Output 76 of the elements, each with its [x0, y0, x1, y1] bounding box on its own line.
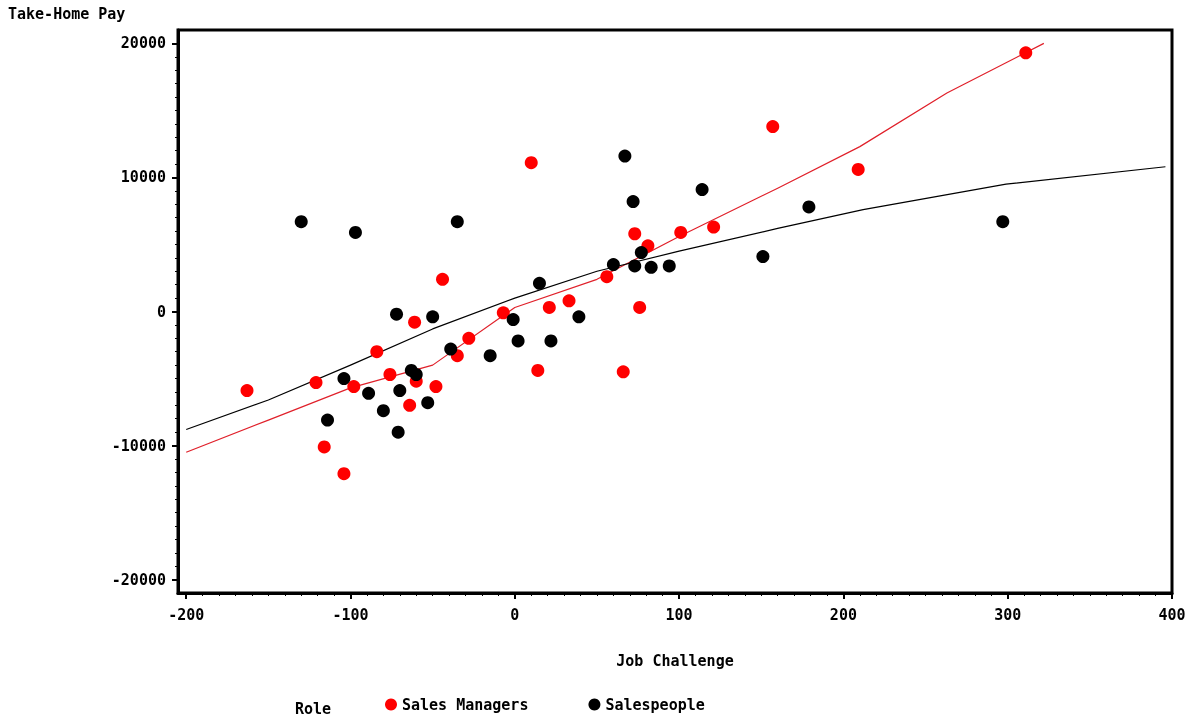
- point: [756, 250, 770, 264]
- point: [403, 398, 417, 412]
- point: [511, 334, 525, 348]
- point: [674, 225, 688, 239]
- point: [996, 215, 1010, 229]
- y-tick-label: 10000: [120, 168, 166, 187]
- y-tick-label: -10000: [111, 436, 166, 455]
- x-tick-label: 100: [665, 605, 693, 624]
- point: [294, 215, 308, 229]
- point: [524, 156, 538, 170]
- point: [662, 259, 676, 273]
- line-series: [185, 42, 1045, 453]
- point: [506, 313, 520, 327]
- point: [634, 246, 648, 260]
- point: [1019, 46, 1033, 60]
- x-tick-label: -100: [332, 605, 369, 624]
- point: [616, 365, 630, 379]
- point: [707, 220, 721, 234]
- x-axis-title: Job Challenge: [616, 651, 734, 670]
- point: [851, 162, 865, 176]
- point: [496, 306, 510, 320]
- point: [348, 225, 362, 239]
- point: [317, 440, 331, 454]
- point: [606, 258, 620, 272]
- point: [562, 294, 576, 308]
- point: [626, 195, 640, 209]
- point: [393, 384, 407, 398]
- point: [409, 368, 423, 381]
- point: [390, 307, 404, 321]
- point: [618, 149, 632, 163]
- point: [450, 215, 464, 229]
- point: [309, 376, 323, 390]
- x-tick-label: 0: [510, 605, 520, 624]
- point: [370, 345, 384, 359]
- point: [383, 368, 397, 381]
- point: [462, 331, 476, 345]
- point: [337, 372, 351, 386]
- point: [531, 363, 545, 377]
- point: [802, 200, 816, 214]
- point: [544, 334, 558, 348]
- legend-label: Salespeople: [605, 695, 705, 714]
- point: [362, 386, 376, 400]
- point: [628, 227, 642, 241]
- point: [644, 260, 658, 274]
- point: [572, 310, 586, 324]
- x-tick-label: 300: [994, 605, 1022, 624]
- point: [542, 300, 556, 314]
- point: [321, 413, 335, 427]
- x-tick-label: 400: [1158, 605, 1186, 624]
- point: [444, 342, 458, 356]
- point: [436, 272, 450, 286]
- point: [628, 259, 642, 273]
- point: [337, 467, 351, 481]
- point: [376, 404, 390, 418]
- point: [532, 276, 546, 290]
- point: [426, 310, 440, 324]
- point: [429, 380, 443, 394]
- point: [391, 425, 405, 439]
- point: [483, 349, 497, 363]
- point: [240, 384, 254, 398]
- y-tick-label: 20000: [120, 34, 166, 53]
- point: [766, 120, 780, 134]
- y-tick-label: 0: [156, 302, 166, 321]
- point: [633, 300, 647, 314]
- x-tick-label: -200: [168, 605, 205, 624]
- line-series: [185, 166, 1167, 431]
- point: [347, 380, 361, 394]
- point: [408, 315, 422, 329]
- legend-label: Sales Managers: [402, 695, 529, 714]
- legend-title: Role: [295, 699, 332, 718]
- x-tick-label: 200: [829, 605, 857, 624]
- y-axis-title: Take-Home Pay: [8, 4, 126, 23]
- y-tick-label: -20000: [111, 570, 166, 589]
- point: [695, 183, 709, 197]
- point: [600, 270, 614, 284]
- point: [421, 396, 435, 410]
